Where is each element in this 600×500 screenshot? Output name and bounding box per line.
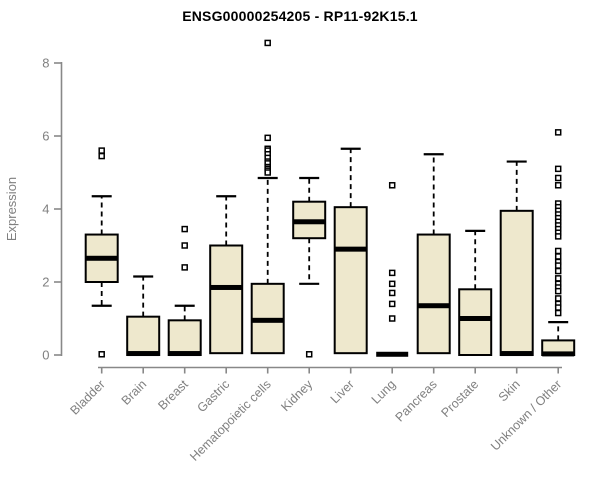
median-gastric: [210, 284, 243, 290]
box-pancreas: [416, 233, 451, 355]
box-breast: [167, 319, 202, 357]
y-tick-label: 8: [42, 56, 49, 71]
median-liver: [334, 246, 367, 252]
outlier-point: [554, 309, 562, 317]
outlier-point: [388, 300, 396, 308]
outlier-point: [98, 147, 105, 154]
outlier-point: [554, 233, 562, 240]
box-skin: [499, 209, 534, 356]
outlier-point: [388, 289, 396, 297]
y-tick-label: 6: [42, 129, 49, 144]
outlier-point: [554, 267, 562, 275]
outlier-point: [554, 304, 562, 311]
x-tick-label: Bladder: [67, 377, 107, 417]
box-gastric: [209, 244, 244, 355]
box-liver: [333, 206, 368, 355]
median-bladder: [85, 255, 118, 261]
x-tick-label: Breast: [155, 377, 191, 413]
outlier-point: [554, 182, 562, 189]
outlier-point: [264, 169, 271, 176]
x-tick-label: Skin: [496, 377, 523, 404]
x-tick-label: Lung: [369, 377, 399, 407]
y-tick-label: 0: [42, 348, 49, 363]
outlier-point: [98, 152, 105, 160]
x-tick-label: Unknown / Other: [488, 377, 564, 453]
median-unknown-other: [542, 351, 575, 357]
outlier-point: [388, 269, 396, 277]
outlier-point: [181, 242, 188, 249]
x-tick-label: Kidney: [278, 377, 315, 414]
median-pancreas: [417, 303, 450, 309]
x-tick-label: Gastric: [194, 377, 232, 415]
median-prostate: [459, 316, 492, 321]
outlier-point: [388, 280, 396, 288]
outlier-point: [554, 165, 562, 173]
box-brain: [126, 315, 161, 356]
median-breast: [168, 351, 201, 357]
x-tick-label: Brain: [119, 377, 150, 408]
outlier-point: [554, 262, 562, 269]
median-skin: [500, 351, 533, 357]
outlier-point: [554, 287, 562, 295]
outlier-point: [264, 134, 271, 142]
median-lung: [376, 351, 409, 357]
box-prostate: [458, 288, 493, 356]
median-kidney: [293, 219, 326, 225]
outlier-point: [388, 315, 396, 322]
median-hematopoietic-cells: [251, 317, 284, 323]
outlier-point: [554, 174, 562, 182]
outlier-point: [181, 225, 188, 233]
outlier-point: [554, 253, 562, 260]
y-axis-label: Expression: [4, 177, 19, 241]
x-tick-label: Hematopoietic cells: [187, 377, 274, 464]
outlier-point: [554, 275, 562, 282]
outlier-point: [554, 129, 562, 136]
outlier-point: [98, 351, 105, 358]
y-tick-label: 4: [42, 202, 49, 217]
y-tick-label: 2: [42, 275, 49, 290]
chart-title: ENSG00000254205 - RP11-92K15.1: [182, 8, 418, 24]
outlier-point: [554, 295, 562, 302]
x-tick-label: Pancreas: [393, 377, 440, 424]
outlier-point: [554, 247, 562, 255]
outlier-point: [264, 39, 271, 47]
median-brain: [127, 351, 160, 357]
x-tick-label: Liver: [328, 377, 357, 406]
outlier-point: [305, 351, 313, 358]
outlier-point: [388, 182, 396, 189]
x-tick-label: Prostate: [438, 377, 481, 420]
outlier-point: [181, 264, 188, 271]
